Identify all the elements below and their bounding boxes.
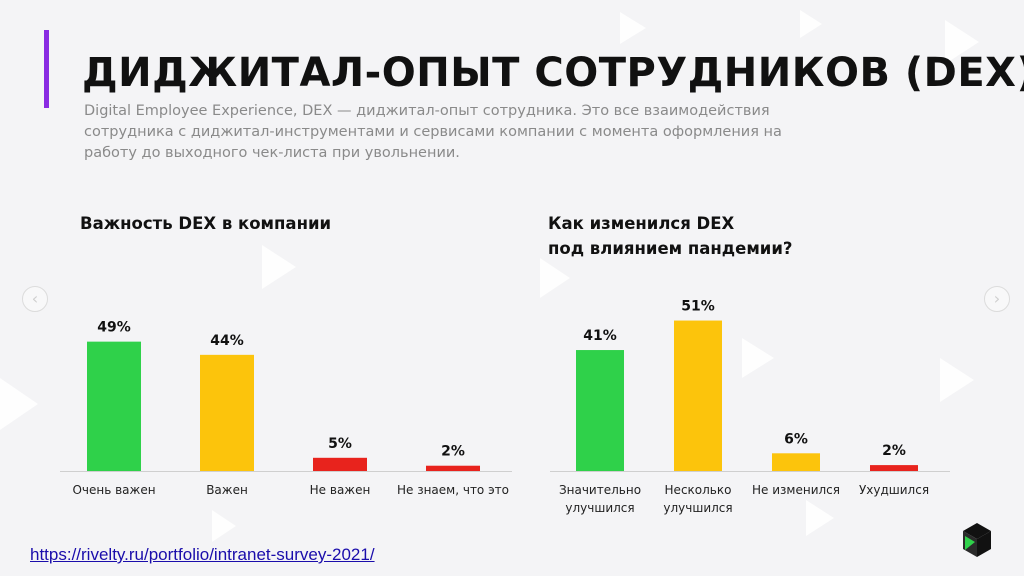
chart-2-category-label: Несколько [665,483,732,497]
chart-1-value-label: 44% [210,333,244,349]
chart-1-category-label: Важен [206,483,248,497]
chart-1-category-label: Не знаем, что это [397,483,509,497]
chart-2-bar [576,350,624,471]
chart-2-bar [772,453,820,471]
chart-2-value-label: 51% [681,299,715,315]
background-play-shape [540,258,570,298]
chart-1-value-label: 49% [97,320,131,336]
accent-bar [44,30,49,108]
background-play-shape [262,245,296,289]
chart-1-bar [426,465,480,471]
chart-1-category-label: Не важен [310,483,371,497]
background-play-shape [620,12,646,44]
chart-2-bar [870,465,918,471]
chart-2-value-label: 41% [583,328,617,344]
chart-2-bar [674,320,722,471]
chart-2-title-line-1: Как изменился DEX [548,214,735,233]
chart-2-category-label: улучшился [565,501,634,515]
background-play-shape [945,20,979,64]
background-play-shape [806,500,834,536]
chart-2-category-label: улучшился [663,501,732,515]
background-play-shape [940,358,974,402]
page-title: ДИДЖИТАЛ-ОПЫТ СОТРУДНИКОВ (DEX) [82,50,1024,96]
background-play-shape [800,10,822,38]
source-link[interactable]: https://rivelty.ru/portfolio/intranet-su… [30,545,375,564]
chart-2-category-label: Ухудшился [859,483,929,497]
chart-1-value-label: 5% [328,436,352,452]
chart-2-category-label: Значительно [559,483,641,497]
chart-2-title: Как изменился DEX под влиянием пандемии? [548,211,793,261]
chevron-right-icon[interactable]: › [984,286,1010,312]
background-play-shape [0,378,38,430]
chart-2-value-label: 6% [784,431,808,447]
chart-2-category-label: Не изменился [752,483,840,497]
chart-1-bar [200,354,254,471]
chart-2-title-line-2: под влиянием пандемии? [548,239,793,258]
chart-1-bar [87,341,141,471]
chart-1-category-label: Очень важен [72,483,155,497]
chart-1-title: Важность DEX в компании [80,211,331,236]
page-description: Digital Employee Experience, DEX — диджи… [84,103,782,161]
chart-1-title-line: Важность DEX в компании [80,214,332,233]
chart-1-value-label: 2% [441,444,465,460]
chevron-left-icon[interactable]: ‹ [22,286,48,312]
chart-2-value-label: 2% [882,443,906,459]
background-play-shape [742,338,774,378]
cube-logo-icon [963,523,991,557]
chart-1-bar [313,457,367,471]
background-play-shape [212,510,236,542]
